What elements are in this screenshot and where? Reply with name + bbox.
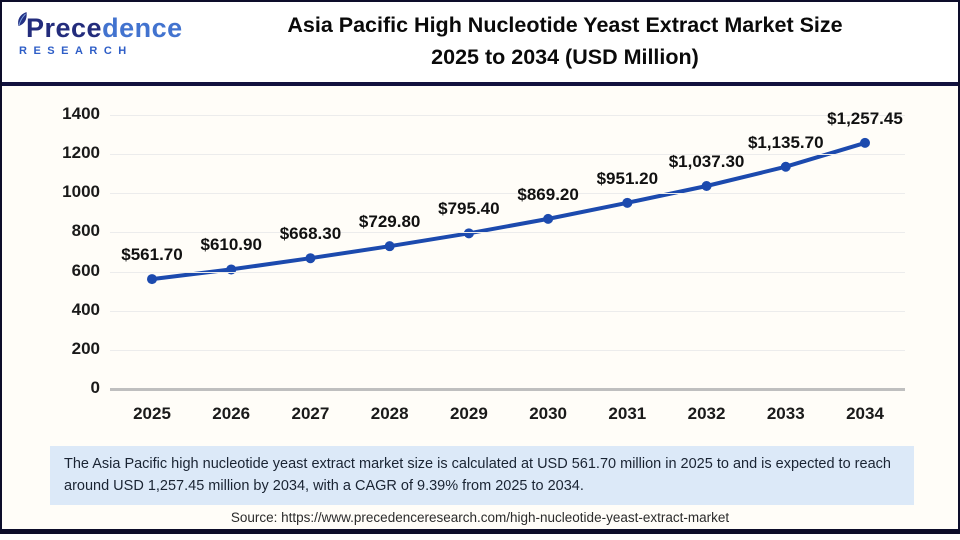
grid-line [110, 232, 905, 234]
y-tick-label: 400 [71, 299, 100, 319]
y-tick-label: 1000 [62, 182, 100, 202]
data-point-marker [780, 161, 791, 172]
grid-line [110, 115, 905, 116]
x-tick-label: 2029 [449, 404, 488, 423]
data-label: $729.80 [358, 212, 421, 232]
data-label: $610.90 [200, 235, 262, 255]
series-line [150, 140, 867, 282]
x-tick-label: 2031 [608, 404, 647, 423]
y-tick-label: 1400 [62, 104, 100, 123]
x-tick-label: 2033 [766, 404, 805, 423]
data-label: $1,037.30 [668, 151, 745, 171]
data-point-marker [622, 197, 633, 208]
data-label: $1,135.70 [747, 132, 824, 152]
source-line: Source: https://www.precedenceresearch.c… [2, 510, 958, 525]
x-tick-label: 2026 [212, 404, 251, 423]
line-chart: 0 200 400 600 800 1000 1200 1400 2025 $561.70 2026… [2, 86, 960, 436]
logo-brand: Precedence [16, 12, 183, 43]
leaf-icon [18, 12, 27, 26]
y-tick-label: 200 [71, 338, 100, 358]
data-point-marker [147, 274, 157, 285]
grid-line [110, 349, 905, 351]
footnote-text: The Asia Pacific high nucleotide yeast e… [64, 456, 891, 495]
chart-title-line1: Asia Pacific High Nucleotide Yeast Extra… [287, 13, 843, 37]
x-tick-label: 2034 [846, 404, 884, 423]
grid-line [110, 310, 905, 312]
logo-text-prece: Prece [26, 13, 103, 43]
logo-subtitle: RESEARCH [19, 45, 133, 57]
data-point-marker [384, 241, 395, 252]
data-label: $561.70 [121, 245, 183, 265]
x-axis-line [110, 388, 905, 391]
x-tick-label: 2032 [687, 404, 726, 423]
grid-line [110, 193, 905, 195]
grid-line [110, 154, 905, 156]
data-label: $869.20 [517, 184, 579, 204]
data-point-marker [226, 264, 237, 275]
y-tick-label: 800 [71, 221, 100, 241]
data-point-marker [701, 180, 712, 191]
header-divider [2, 82, 958, 86]
data-label: $795.40 [438, 199, 500, 219]
data-point-marker [543, 213, 554, 224]
y-tick-label: 1200 [62, 143, 100, 163]
x-tick-label: 2027 [291, 404, 330, 423]
chart-title-line2: 2025 to 2034 (USD Million) [431, 45, 699, 69]
grid-line [110, 271, 905, 273]
x-tick-label: 2028 [370, 404, 409, 423]
data-point-marker [860, 137, 870, 148]
precedence-research-logo: Precedence RESEARCH [16, 12, 183, 57]
y-tick-label: 0 [90, 378, 100, 397]
logo-text-dence: dence [102, 13, 183, 43]
x-tick-label: 2030 [529, 404, 568, 423]
x-tick-label: 2025 [133, 404, 171, 423]
data-point-marker [305, 253, 316, 264]
data-label: $668.30 [279, 224, 342, 244]
data-label: $1,257.45 [827, 108, 903, 128]
header: Precedence RESEARCH Asia Pacific High Nu… [2, 2, 958, 82]
footnote: The Asia Pacific high nucleotide yeast e… [50, 446, 914, 505]
chart-title: Asia Pacific High Nucleotide Yeast Extra… [187, 9, 943, 73]
data-label: $951.20 [596, 168, 659, 188]
y-tick-label: 600 [71, 260, 100, 280]
source-text: Source: https://www.precedenceresearch.c… [230, 510, 730, 525]
